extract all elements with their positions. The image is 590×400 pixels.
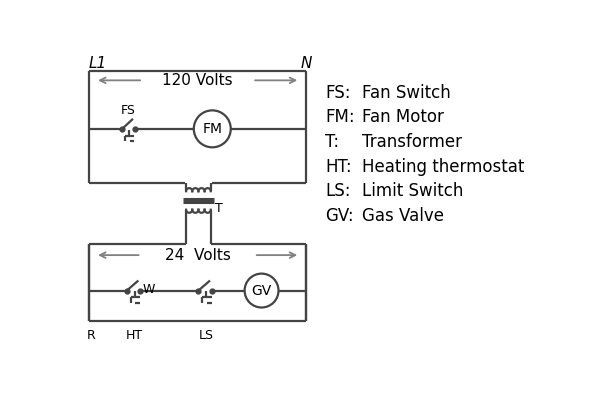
Text: W: W [143, 282, 155, 296]
Text: FM: FM [202, 122, 222, 136]
Text: HT:: HT: [326, 158, 352, 176]
Text: FS:: FS: [326, 84, 351, 102]
Text: Limit Switch: Limit Switch [362, 182, 464, 200]
Text: T: T [215, 202, 223, 215]
Text: LS:: LS: [326, 182, 351, 200]
Text: FS: FS [121, 104, 136, 116]
Text: Gas Valve: Gas Valve [362, 207, 444, 225]
Text: HT: HT [126, 329, 143, 342]
Text: R: R [86, 329, 95, 342]
Text: GV: GV [251, 284, 271, 298]
Text: N: N [300, 56, 312, 71]
Text: FM:: FM: [326, 108, 355, 126]
Text: 24  Volts: 24 Volts [165, 248, 231, 263]
Text: GV:: GV: [326, 207, 354, 225]
Text: Heating thermostat: Heating thermostat [362, 158, 525, 176]
Text: LS: LS [199, 329, 214, 342]
Text: Transformer: Transformer [362, 133, 463, 151]
Text: Fan Motor: Fan Motor [362, 108, 444, 126]
Text: L1: L1 [89, 56, 107, 71]
Text: T:: T: [326, 133, 340, 151]
Text: Fan Switch: Fan Switch [362, 84, 451, 102]
Text: 120 Volts: 120 Volts [162, 73, 233, 88]
